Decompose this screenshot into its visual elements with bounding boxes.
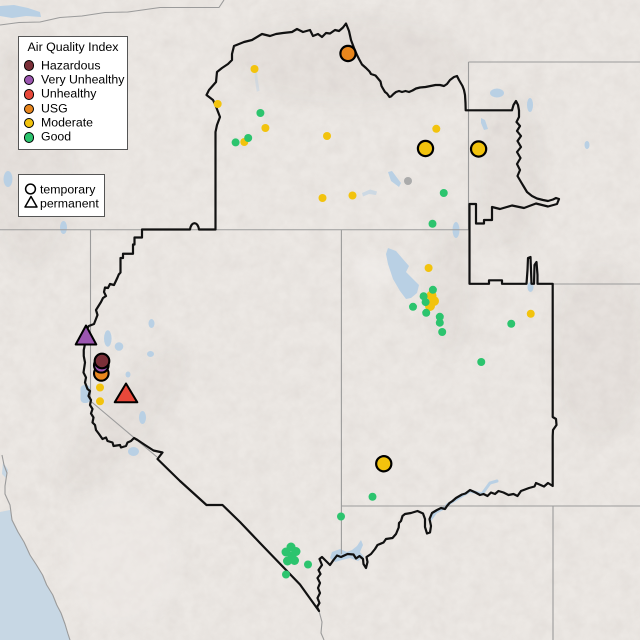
svg-text:temporary: temporary (40, 183, 96, 197)
svg-text:permanent: permanent (40, 197, 99, 211)
